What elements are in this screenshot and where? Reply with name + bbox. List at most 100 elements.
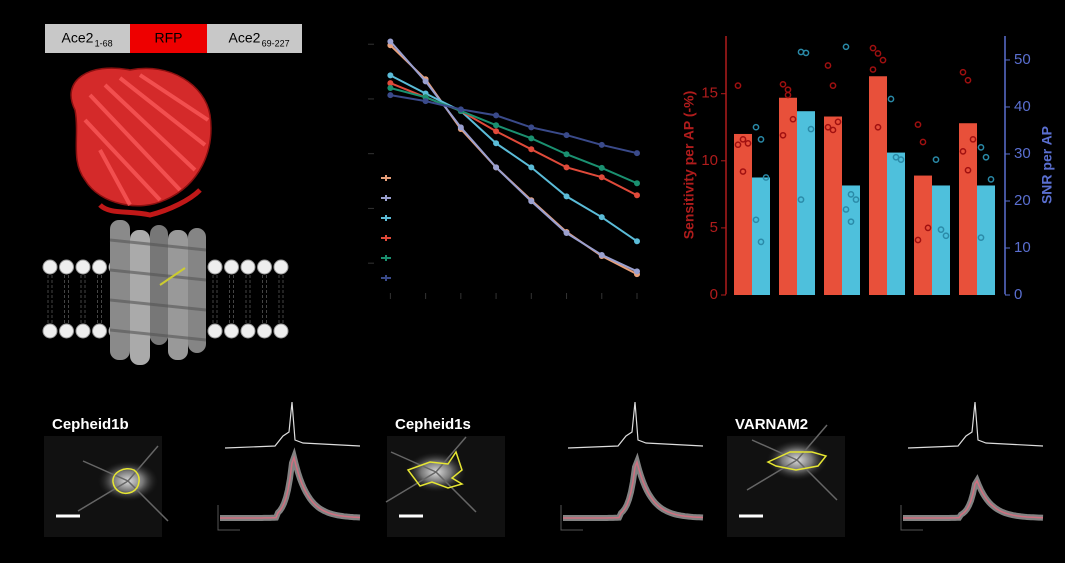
point [634, 180, 640, 187]
point [528, 146, 535, 153]
voltage-trace [567, 401, 704, 449]
construct-segment [130, 24, 207, 53]
bar [887, 152, 905, 295]
point [387, 80, 394, 87]
lipid-head [224, 259, 239, 275]
data-point [879, 56, 887, 64]
roi-outline [766, 451, 828, 471]
data-point [842, 43, 850, 51]
data-point [847, 218, 855, 226]
data-point [874, 123, 882, 131]
lipid-head [207, 323, 223, 339]
lipid-head [75, 259, 91, 275]
y-tick-label: 5 [710, 219, 718, 236]
lipid-tail [80, 275, 86, 323]
bar [779, 97, 797, 296]
data-point [987, 176, 995, 183]
legend-marker [381, 275, 391, 281]
fluorescence-trace [903, 479, 1044, 519]
data-point [919, 138, 927, 146]
lipid-tail [212, 275, 218, 323]
point [634, 238, 640, 245]
point [598, 141, 605, 148]
point [528, 164, 535, 171]
bar [734, 133, 752, 295]
data-point [869, 66, 877, 73]
legend-marker [381, 215, 391, 221]
y2-tick-label: 50 [1014, 51, 1031, 68]
lipid-tail [245, 275, 251, 323]
data-point [964, 76, 972, 84]
lipid-head [207, 259, 223, 275]
data-point [789, 115, 797, 123]
data-point [824, 123, 832, 131]
point [387, 92, 394, 99]
point [387, 85, 394, 91]
data-point [964, 166, 972, 174]
fluorescence-trace [220, 454, 361, 519]
point [598, 174, 605, 181]
point [422, 98, 429, 105]
bar [869, 76, 887, 295]
data-point [942, 232, 950, 240]
bar [977, 185, 995, 295]
point [493, 140, 500, 147]
lipid-head [92, 259, 107, 275]
data-point [802, 49, 810, 57]
lipid-head [257, 323, 272, 339]
construct-segment [45, 24, 130, 53]
data-point [739, 135, 747, 143]
point [387, 72, 394, 79]
lipid-head [240, 323, 256, 339]
data-point [892, 153, 900, 161]
y2-tick-label: 20 [1014, 192, 1031, 209]
data-point [977, 144, 985, 151]
point [598, 251, 605, 258]
lipid-head [59, 323, 74, 339]
cell-panels: Cepheid1b Cepheid1s VARNAM2 [44, 401, 1044, 537]
voltage-trace [224, 401, 361, 449]
protein-structure [70, 67, 212, 365]
y-tick-label: 15 [701, 85, 718, 102]
point [493, 112, 500, 119]
point [493, 122, 500, 129]
neurite [385, 436, 477, 513]
data-point [969, 135, 977, 143]
y2-tick-label: 0 [1014, 286, 1022, 303]
data-point [834, 118, 842, 126]
neurite [77, 445, 169, 522]
series-line [389, 40, 638, 273]
segment-subscript: 1-68 [95, 38, 113, 48]
lipid-head [59, 259, 74, 275]
segment-label: Ace2 [62, 30, 94, 46]
data-point [932, 156, 940, 163]
lipid-head [240, 259, 256, 275]
lipid-head [42, 323, 58, 339]
bar [824, 116, 842, 296]
charts: 0 5 10 15 0 10 20 30 40 50 Sensitivity per AP (-%)… [368, 36, 1055, 303]
lipid-tail [278, 275, 284, 323]
legend-marker [381, 175, 391, 181]
trace-scale [900, 505, 923, 531]
data-point [757, 238, 765, 246]
data-point [959, 68, 967, 76]
point [528, 135, 535, 142]
lipid-tail [47, 275, 53, 323]
data-point [757, 136, 765, 143]
y2-tick-label: 10 [1014, 239, 1031, 256]
series-line [390, 87, 638, 185]
point [493, 128, 500, 135]
roi-outline [112, 468, 140, 494]
data-point [869, 44, 877, 52]
data-point [797, 196, 805, 203]
segment-label: Ace2 [229, 30, 261, 46]
data-point [982, 153, 990, 161]
lipid-head [75, 323, 91, 339]
data-point [914, 236, 922, 244]
data-point [914, 121, 922, 128]
data-point [762, 174, 770, 181]
point [528, 198, 535, 205]
lipid-tail [97, 275, 102, 323]
fluorescence-trace [563, 459, 704, 519]
